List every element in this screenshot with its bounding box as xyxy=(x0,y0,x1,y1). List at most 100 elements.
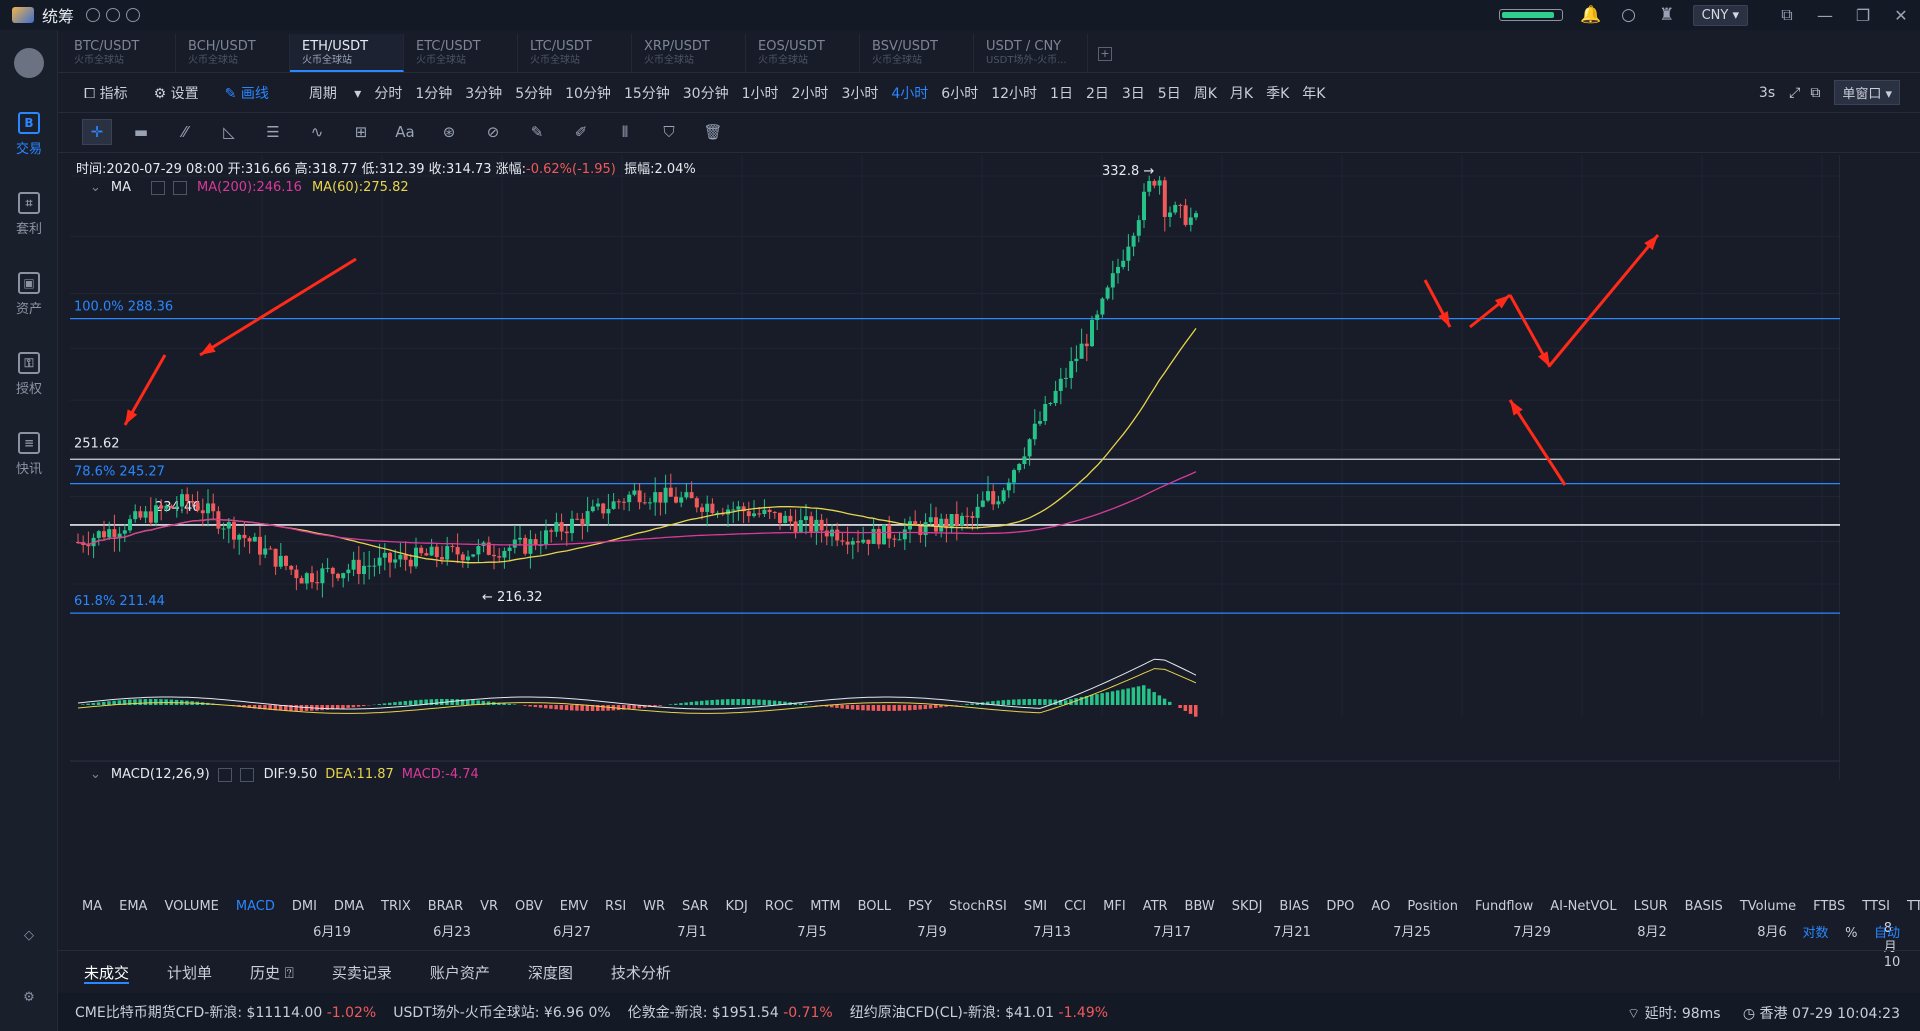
period-option[interactable]: 5日 xyxy=(1157,86,1181,102)
bell-icon[interactable]: 🔔 xyxy=(1579,5,1602,25)
indicator-tab[interactable]: BRAR xyxy=(427,898,464,914)
draw-button[interactable]: ✎ 画线 xyxy=(224,86,269,102)
tab-symbol[interactable]: ETC/USDT 火币全球站 xyxy=(404,34,518,72)
bottom-tab[interactable]: 未成交 xyxy=(84,964,130,984)
indicator-tab[interactable]: SAR xyxy=(682,898,709,914)
maximize-button[interactable]: ❐ xyxy=(1855,5,1871,25)
period-option[interactable]: 30分钟 xyxy=(682,86,729,102)
drawing-tool-icon[interactable]: ⛉ xyxy=(663,123,675,141)
indicator-tab[interactable]: TTSI xyxy=(1862,898,1890,914)
bottom-tab[interactable]: 技术分析 xyxy=(610,964,671,982)
tab-symbol[interactable]: LTC/USDT 火币全球站 xyxy=(518,34,632,72)
add-tab-button[interactable]: + xyxy=(1098,47,1112,61)
tab-symbol[interactable]: XRP/USDT 火币全球站 xyxy=(632,34,746,72)
ticker-item[interactable]: USDT场外-火币全球站: ¥6.96 0% xyxy=(393,1002,610,1022)
period-option[interactable]: 5分钟 xyxy=(515,86,553,102)
popout-icon[interactable]: ⧉ xyxy=(1810,84,1821,101)
period-option[interactable]: 2日 xyxy=(1085,86,1109,102)
indicator-tab[interactable]: EMV xyxy=(559,898,589,914)
annotation-arrow[interactable] xyxy=(199,257,357,357)
indicator-tab[interactable]: BIAS xyxy=(1279,898,1310,914)
drawing-tool-icon[interactable]: ☰ xyxy=(266,123,280,141)
indicator-tab[interactable]: SMI xyxy=(1023,898,1048,914)
period-option[interactable]: 2小时 xyxy=(791,86,829,102)
period-select[interactable]: 周期 ▾ xyxy=(308,86,362,102)
detach-icon[interactable]: ⧉ xyxy=(1781,5,1793,24)
period-option[interactable]: 4小时 xyxy=(891,86,929,102)
bottom-tab[interactable]: 账户资产 xyxy=(429,964,490,982)
sidebar-item-2[interactable]: ▣ 资产 xyxy=(0,272,58,317)
drawing-tool-icon[interactable]: Aa xyxy=(395,123,415,141)
log-scale-toggle[interactable]: 对数 xyxy=(1802,926,1829,941)
indicator-tab[interactable]: SKDJ xyxy=(1231,898,1263,914)
indicator-tab[interactable]: DMA xyxy=(333,898,365,914)
indicator-tab[interactable]: DMI xyxy=(291,898,317,914)
sidebar-item-4[interactable]: ≡ 快讯 xyxy=(0,432,58,477)
period-option[interactable]: 3小时 xyxy=(841,86,879,102)
fullscreen-icon[interactable]: ⤢ xyxy=(1789,84,1801,101)
indicator-tab[interactable]: StochRSI xyxy=(949,898,1007,914)
bottom-tab[interactable]: 计划单 xyxy=(167,964,213,982)
ticker-item[interactable]: 伦敦金-新浪: $1951.54 -0.71% xyxy=(628,1002,833,1022)
indicator-tab[interactable]: VOLUME xyxy=(164,898,219,914)
collapse-icon[interactable]: ⌄ xyxy=(90,767,101,782)
period-option[interactable]: 10分钟 xyxy=(565,86,611,102)
indicator-button[interactable]: ⧠ 指标 xyxy=(84,86,128,102)
period-option[interactable]: 15分钟 xyxy=(623,86,670,102)
sidebar-item-0[interactable]: B 交易 xyxy=(0,112,58,157)
indicator-tab[interactable]: BBW xyxy=(1184,898,1215,914)
diamond-icon[interactable]: ◇ xyxy=(24,928,34,943)
phone-icon[interactable] xyxy=(126,8,141,22)
indicator-tab[interactable]: ATR xyxy=(1142,898,1168,914)
avatar[interactable] xyxy=(14,48,44,78)
bottom-tab[interactable]: 深度图 xyxy=(527,964,573,982)
drawing-tool-icon[interactable]: ⁄⁄ xyxy=(182,123,188,141)
period-option[interactable]: 月K xyxy=(1229,86,1254,102)
tab-symbol[interactable]: ETH/USDT 火币全球站 xyxy=(290,34,404,72)
indicator-tab[interactable]: WR xyxy=(643,898,666,914)
settings-icon[interactable] xyxy=(151,180,166,195)
sidebar-item-1[interactable]: ⌗ 套利 xyxy=(0,192,58,237)
indicator-tab[interactable]: FTBS xyxy=(1813,898,1846,914)
shield-icon[interactable] xyxy=(106,8,121,22)
indicator-tab[interactable]: MA xyxy=(82,898,103,914)
price-chart[interactable]: 325.62309.88294.89280.63267.07254.15241.… xyxy=(70,155,1840,780)
annotation-arrow[interactable] xyxy=(1508,399,1567,486)
ticker-item[interactable]: 纽约原油CFD(CL)-新浪: $41.01 -1.49% xyxy=(850,1002,1108,1022)
drawing-tool-icon[interactable]: ⊞ xyxy=(354,123,368,141)
indicator-tab[interactable]: AO xyxy=(1371,898,1391,914)
indicator-tab[interactable]: LSUR xyxy=(1633,898,1668,914)
drawing-tool-icon[interactable]: ▬ xyxy=(133,123,149,141)
indicator-tab[interactable]: MTM xyxy=(810,898,841,914)
indicator-tab[interactable]: MACD xyxy=(235,898,275,914)
window-mode-select[interactable]: 单窗口 ▾ xyxy=(1834,80,1900,105)
tab-symbol[interactable]: BSV/USDT 火币全球站 xyxy=(860,34,974,72)
tab-symbol[interactable]: USDT / CNY USDT场外-火币... xyxy=(974,34,1088,72)
period-option[interactable]: 分时 xyxy=(374,86,403,102)
indicator-tab[interactable]: Position xyxy=(1407,898,1458,914)
indicator-tab[interactable]: RSI xyxy=(605,898,627,914)
period-option[interactable]: 年K xyxy=(1302,86,1326,102)
period-option[interactable]: 周K xyxy=(1193,86,1217,102)
period-option[interactable]: 季K xyxy=(1266,86,1290,102)
settings-button[interactable]: ⚙ 设置 xyxy=(153,86,199,102)
indicator-tab[interactable]: PSY xyxy=(907,898,933,914)
period-option[interactable]: 3日 xyxy=(1121,86,1145,102)
close-icon[interactable] xyxy=(173,180,188,195)
drawing-tool-icon[interactable]: ⊛ xyxy=(442,123,456,141)
auto-scale-toggle[interactable]: 自动 xyxy=(1873,926,1900,941)
drawing-tool-icon[interactable]: ⫴ xyxy=(621,123,629,141)
shirt-icon[interactable]: ♜ xyxy=(1658,5,1675,25)
tab-symbol[interactable]: EOS/USDT 火币全球站 xyxy=(746,34,860,72)
indicator-tab[interactable]: ROC xyxy=(764,898,794,914)
gear-icon[interactable]: ⚙ xyxy=(23,990,35,1005)
search-icon[interactable]: ○ xyxy=(1621,5,1636,25)
period-option[interactable]: 1小时 xyxy=(741,86,779,102)
collapse-icon[interactable]: ⌄ xyxy=(90,180,101,195)
ticker-item[interactable]: CME比特币期货CFD-新浪: $11114.00 -1.02% xyxy=(75,1002,376,1022)
badge-icon[interactable] xyxy=(86,8,101,22)
minimize-button[interactable]: — xyxy=(1817,5,1833,25)
indicator-tab[interactable]: Fundflow xyxy=(1474,898,1534,914)
bottom-tab[interactable]: 历史 ⍰ xyxy=(250,964,294,982)
indicator-tab[interactable]: BASIS xyxy=(1684,898,1723,914)
